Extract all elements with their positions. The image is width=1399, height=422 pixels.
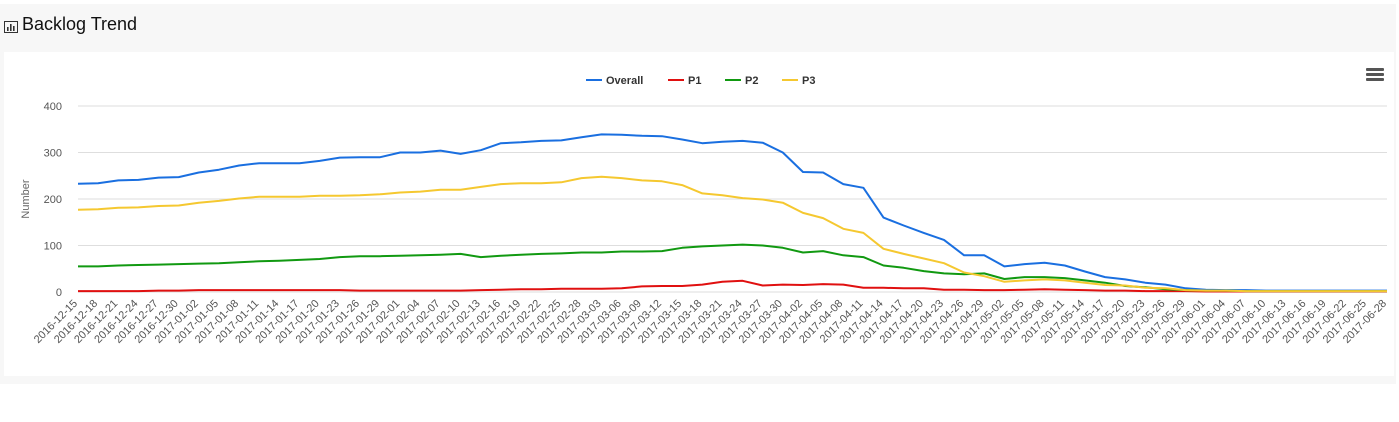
- legend-item-p1: P1: [688, 75, 701, 87]
- panel-title: Backlog Trend: [22, 14, 138, 34]
- legend-item-p3: P3: [802, 75, 815, 87]
- y-tick-label: 100: [44, 241, 62, 253]
- chart-container: 0 100 200 300 400 Number 2016-12-15 2016-12-18 2…: [4, 52, 1394, 376]
- y-axis-title: Number: [20, 179, 32, 218]
- legend-item-overall: Overall: [606, 75, 643, 87]
- backlog-line-chart: 0100200300400Number2016-12-152016-12-182…: [20, 75, 1389, 346]
- bar-chart-icon: [4, 21, 18, 33]
- panel-header: Backlog Trend: [0, 4, 1396, 56]
- y-tick-label: 200: [44, 194, 62, 206]
- y-tick-label: 0: [56, 287, 62, 299]
- series-line-p3: [77, 175, 1387, 293]
- legend-item-p2: P2: [745, 75, 758, 87]
- y-tick-label: 300: [44, 148, 62, 160]
- series-line-p1: [78, 279, 1387, 293]
- series-line-overall: [77, 133, 1387, 292]
- y-tick-label: 400: [44, 101, 62, 113]
- hamburger-menu-icon[interactable]: [1366, 68, 1384, 82]
- series-line-p2: [78, 243, 1387, 293]
